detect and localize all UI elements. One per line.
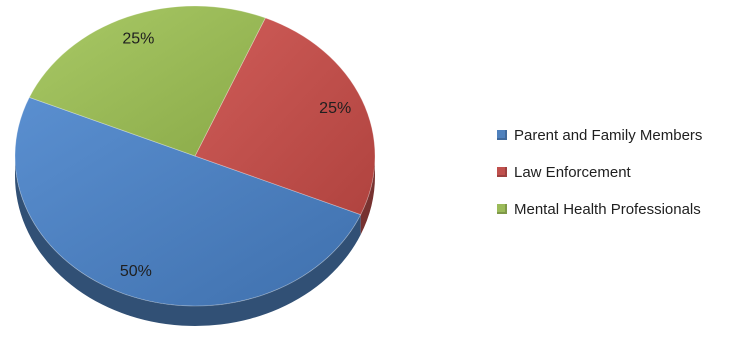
legend-label: Mental Health Professionals (514, 200, 701, 218)
legend-item-mental-health: Mental Health Professionals (497, 198, 702, 220)
data-label-mental-health-professionals: 25% (122, 30, 154, 47)
pie-slice-side-law-enforcement (360, 156, 375, 235)
legend-swatch-red (497, 167, 507, 177)
legend-item-parent-family: Parent and Family Members (497, 124, 702, 146)
pie-slice-parent-and-family-members (14, 96, 362, 307)
legend-swatch-green (497, 204, 507, 214)
legend-label: Law Enforcement (514, 163, 631, 181)
pie-slice-mental-health-professionals (28, 5, 266, 157)
legend-label: Parent and Family Members (514, 126, 703, 144)
data-label-parent-and-family-members: 50% (120, 263, 152, 280)
legend-item-law-enforcement: Law Enforcement (497, 161, 702, 183)
legend: Parent and Family Members Law Enforcemen… (497, 124, 702, 220)
pie-slice-law-enforcement (194, 17, 376, 216)
legend-swatch-blue (497, 130, 507, 140)
data-label-law-enforcement: 25% (319, 100, 351, 117)
